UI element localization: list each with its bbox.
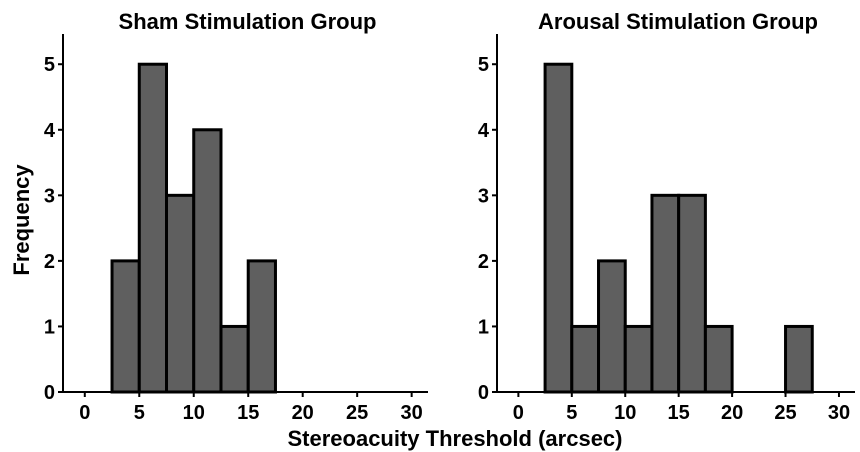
arousal-histogram-bar [623,324,654,394]
arousal-panel-title: Arousal Stimulation Group [538,9,818,34]
arousal-y-tick-label: 3 [478,185,489,207]
sham-x-tick-label: 10 [183,402,205,424]
sham-histogram-panel: Sham Stimulation Group 0 1 2 3 4 5 0 5 10 15 20 25 30 [44,9,428,424]
x-axis-label: Stereoacuity Threshold (arcsec) [287,426,622,451]
y-axis-label: Frequency [9,164,34,276]
arousal-x-tick-label: 30 [828,402,850,424]
sham-x-tick-label: 20 [292,402,314,424]
arousal-y-tick-label: 4 [478,120,490,142]
arousal-x-tick-label: 20 [721,402,743,424]
sham-x-tick-label: 15 [237,402,259,424]
arousal-x-tick-label: 5 [566,402,577,424]
arousal-histogram-panel: Arousal Stimulation Group 0 1 2 3 4 5 0 5 10 15 20 2… [478,9,855,424]
arousal-histogram-bar [597,259,627,394]
sham-x-tick-label: 5 [134,402,145,424]
sham-x-tick-label: 30 [401,402,423,424]
sham-y-tick-label: 3 [44,185,55,207]
sham-x-tick-label: 25 [346,402,368,424]
arousal-y-tick-label: 1 [478,316,489,338]
arousal-histogram-bar [703,324,734,394]
sham-y-tick-label: 5 [44,54,55,76]
sham-y-tick-label: 0 [44,382,55,404]
arousal-y-tick-label: 2 [478,251,489,273]
arousal-x-tick-label: 25 [774,402,796,424]
arousal-histogram-bar [543,62,574,394]
sham-histogram-bar [165,193,196,394]
sham-x-tick-label: 0 [79,402,90,424]
arousal-histogram-bar [570,324,601,394]
arousal-y-tick-label: 5 [478,54,489,76]
arousal-histogram-bar [784,324,814,394]
sham-y-tick-label: 4 [44,120,56,142]
arousal-x-tick-label: 0 [513,402,524,424]
sham-panel-title: Sham Stimulation Group [119,9,377,34]
arousal-x-tick-label: 10 [614,402,636,424]
sham-histogram-bar [246,259,277,394]
arousal-histogram-bar [650,193,681,394]
sham-histogram-bar [110,259,141,394]
sham-histogram-bar [192,128,223,394]
sham-histogram-bar [219,324,250,394]
arousal-x-tick-label: 15 [668,402,690,424]
sham-y-tick-label: 1 [44,316,55,338]
sham-histogram-bar [137,62,169,394]
arousal-y-tick-label: 0 [478,382,489,404]
sham-y-tick-label: 2 [44,251,55,273]
arousal-histogram-bar [677,193,707,394]
